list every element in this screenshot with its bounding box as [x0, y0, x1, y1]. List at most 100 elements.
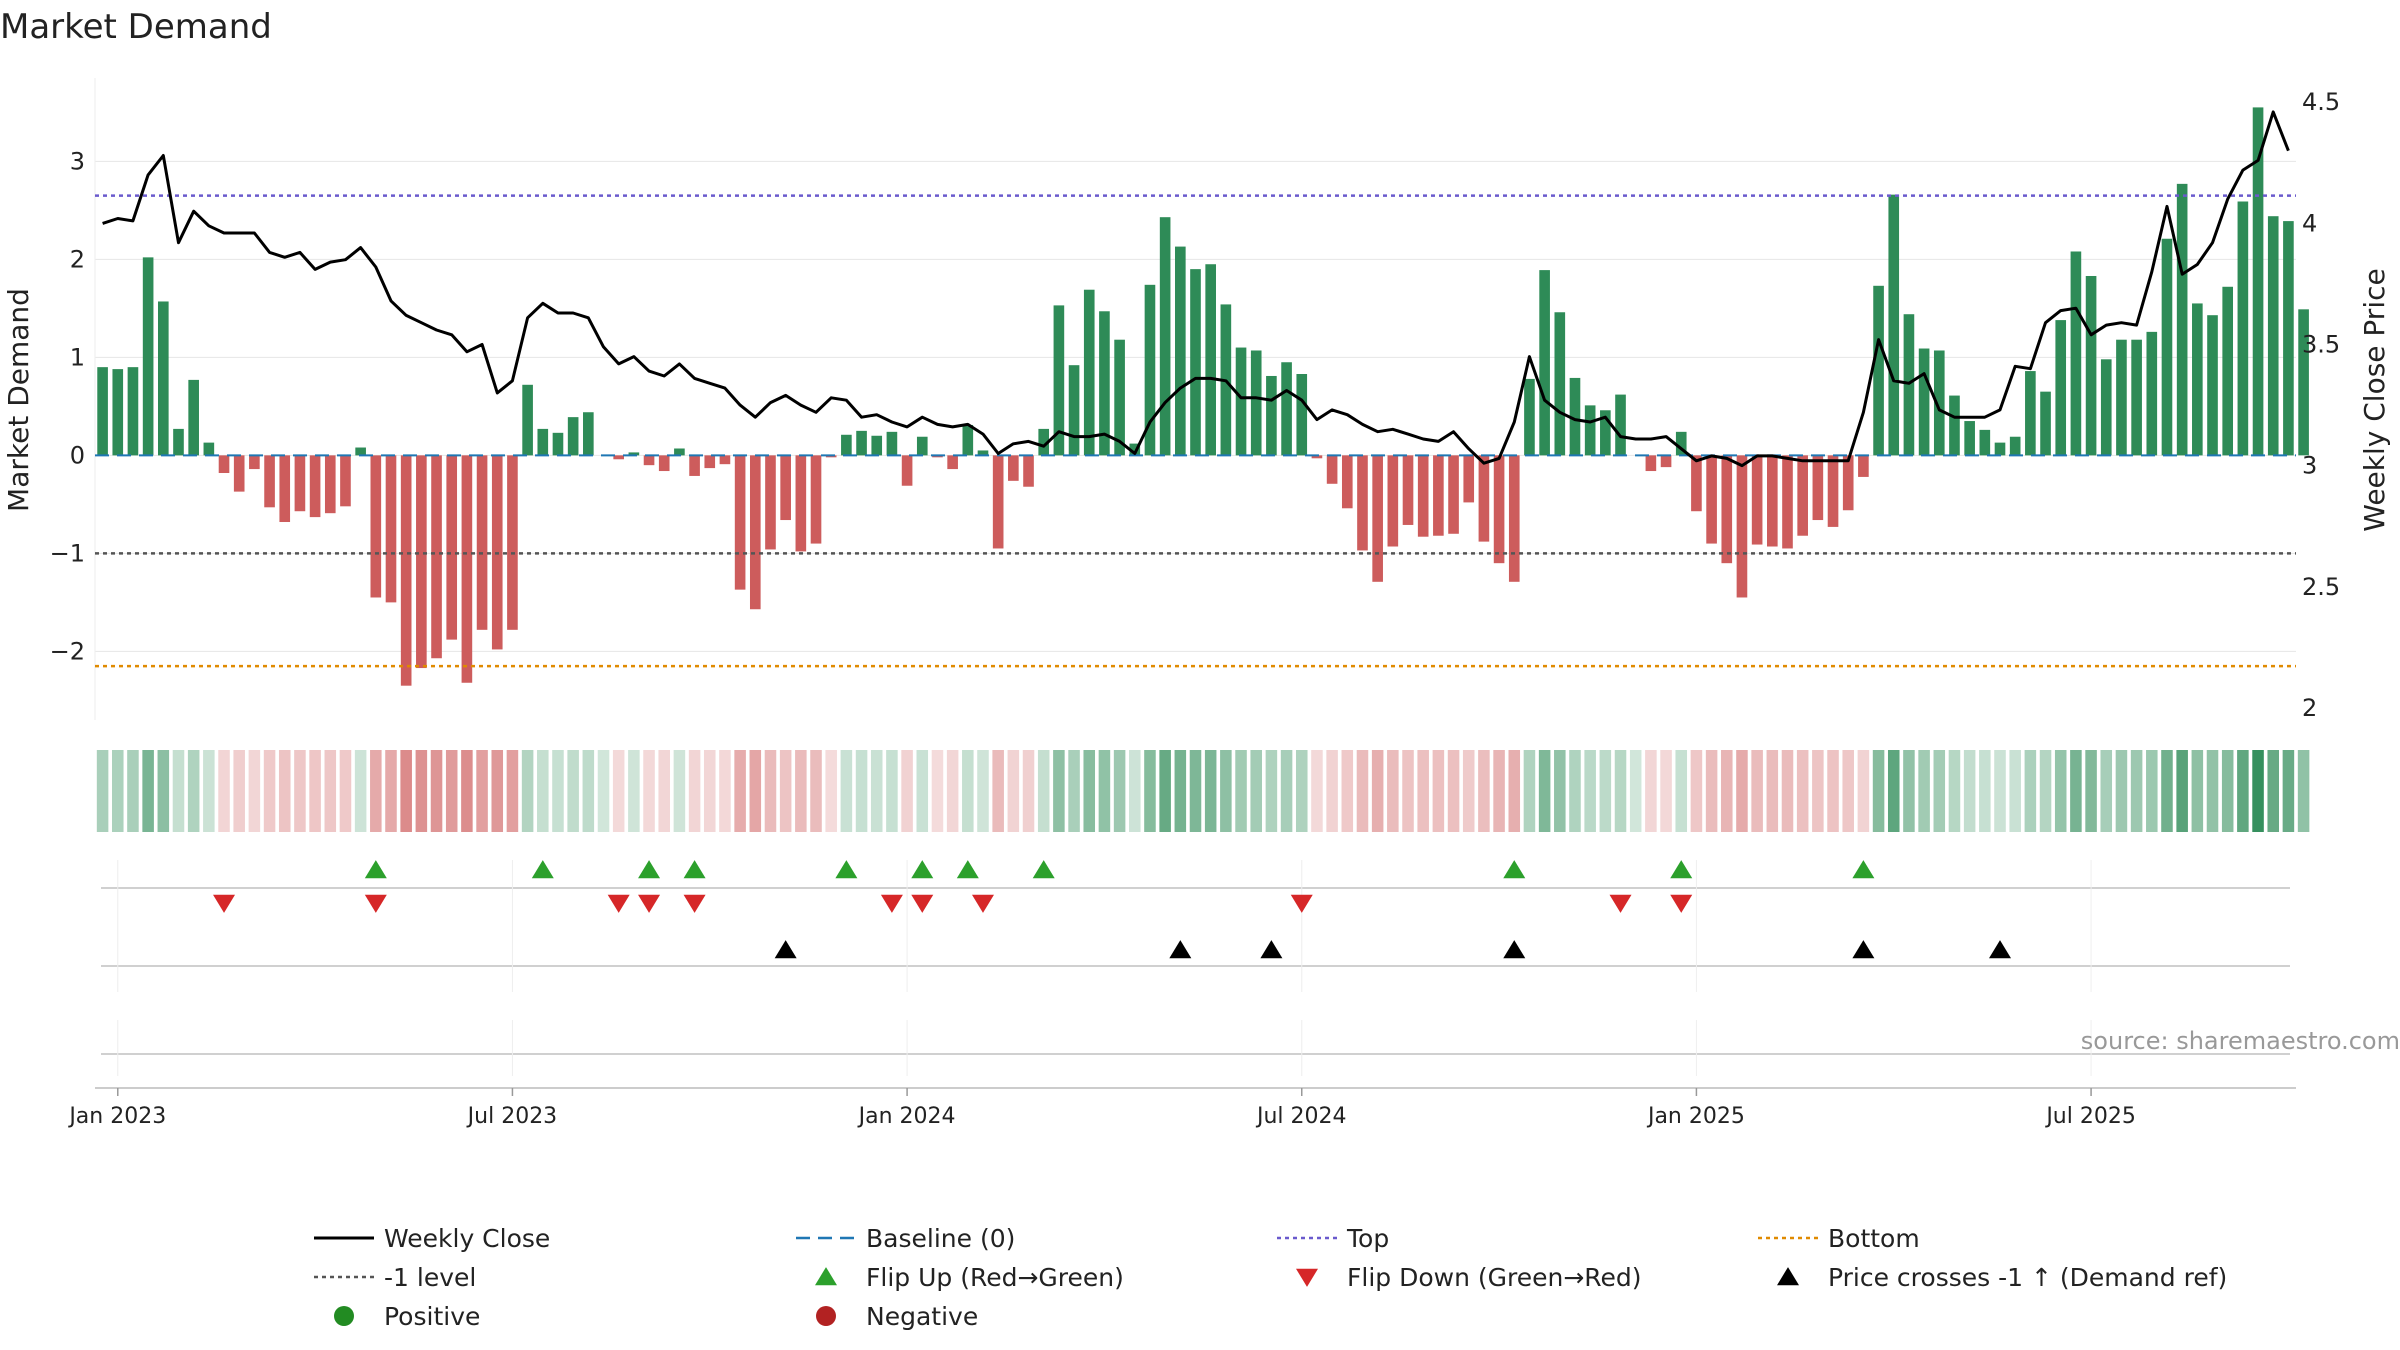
negative-bar — [294, 455, 306, 512]
heat-cell — [1311, 750, 1323, 832]
legend-label: Weekly Close — [384, 1224, 550, 1253]
negative-bar — [1433, 455, 1444, 536]
positive-bar — [2116, 339, 2127, 456]
positive-bar — [2237, 201, 2249, 456]
heat-cell — [1796, 750, 1809, 832]
flip-up-marker — [683, 860, 706, 879]
positive-bar — [1524, 378, 1535, 456]
negative-bar — [1417, 455, 1429, 537]
heat-cell — [1144, 750, 1156, 832]
heat-cell — [643, 750, 655, 832]
legend-label: Flip Down (Green→Red) — [1347, 1263, 1642, 1292]
negative-bar — [689, 455, 700, 476]
heat-cell — [1326, 750, 1338, 832]
left-tick-label: 3 — [70, 147, 85, 175]
positive-bar — [1979, 429, 1991, 456]
positive-bar — [2055, 320, 2067, 456]
heat-cell — [2297, 750, 2310, 832]
heat-cell — [2085, 750, 2097, 832]
positive-bar — [871, 435, 883, 456]
left-tick-label: −2 — [50, 637, 85, 665]
negative-bar — [1508, 455, 1520, 582]
negative-bar — [279, 455, 291, 523]
positive-bar — [355, 447, 366, 456]
heat-cell — [1721, 750, 1733, 832]
heat-cell — [795, 750, 807, 832]
heat-cell — [1478, 750, 1490, 832]
heat-cell — [749, 750, 762, 832]
flip-markers-panel — [101, 860, 2290, 1076]
heat-cell — [1599, 750, 1612, 832]
positive-bar — [916, 436, 928, 456]
heat-cell — [1280, 750, 1293, 832]
flip-down-marker — [1290, 894, 1313, 913]
heat-cell — [2100, 750, 2113, 832]
heat-cell — [506, 750, 519, 832]
positive-bar — [2025, 371, 2036, 456]
heat-cell — [203, 750, 215, 832]
heat-cell — [977, 750, 989, 832]
negative-bar — [734, 455, 746, 590]
heat-cell — [2024, 750, 2037, 832]
heat-cell — [1265, 750, 1278, 832]
heat-cell — [779, 750, 792, 832]
heat-cell — [218, 750, 230, 832]
heat-cell — [1933, 750, 1946, 832]
heat-cell — [385, 750, 397, 832]
positive-bar — [112, 369, 124, 456]
negative-bar — [947, 455, 958, 470]
heat-cell — [734, 750, 746, 832]
heat-cell — [870, 750, 883, 832]
negative-bar — [1782, 455, 1793, 549]
negative-bar — [324, 455, 336, 514]
legend-label: Flip Up (Red→Green) — [866, 1263, 1124, 1292]
heat-cell — [2282, 750, 2295, 832]
heat-cell — [172, 750, 185, 832]
negative-bar — [795, 455, 807, 552]
left-axis-label: Market Demand — [2, 288, 35, 512]
heat-cell — [1812, 750, 1824, 832]
positive-bar — [1600, 410, 1611, 456]
legend-label: Negative — [866, 1302, 978, 1331]
negative-bar — [1357, 455, 1368, 551]
heat-cell — [552, 750, 564, 832]
heat-cell — [1417, 750, 1429, 832]
positive-bar — [886, 431, 898, 456]
legend-swatch-triangle-up — [1777, 1267, 1799, 1286]
x-tick-label: Jan 2023 — [67, 1104, 166, 1129]
heat-cell — [309, 750, 321, 832]
heat-cell — [339, 750, 352, 832]
heat-cell — [142, 750, 154, 832]
flip-up-marker — [911, 860, 934, 879]
flip-down-marker — [683, 894, 706, 913]
flip-up-marker — [364, 860, 387, 879]
negative-bar — [1493, 455, 1505, 564]
heat-cell — [112, 750, 124, 832]
x-tick-label: Jan 2025 — [1646, 1104, 1745, 1129]
positive-bar — [1053, 305, 1065, 456]
heat-cell — [1174, 750, 1187, 832]
right-tick-label: 3.5 — [2302, 330, 2340, 358]
x-tick-label: Jan 2024 — [857, 1104, 956, 1129]
negative-bar — [1341, 455, 1353, 509]
heat-cell — [233, 750, 245, 832]
positive-bar — [2085, 275, 2097, 456]
positive-bar — [1569, 377, 1581, 456]
negative-bar — [643, 455, 655, 466]
positive-bar — [1539, 270, 1550, 456]
legend-swatch-triangle-down — [1296, 1268, 1318, 1287]
heat-cell — [597, 750, 610, 832]
positive-bar — [1281, 362, 1292, 456]
right-axis-ticks: 2 2.5 3 3.5 4 4.5 — [2302, 88, 2340, 722]
price-cross-marker — [774, 940, 797, 959]
negative-bar — [1402, 455, 1414, 525]
positive-bar — [1190, 269, 1201, 456]
heat-cell — [354, 750, 367, 832]
positive-bar — [2252, 107, 2264, 456]
heat-cell — [1447, 750, 1460, 832]
positive-bar — [1114, 339, 1125, 456]
heat-cell — [567, 750, 579, 832]
positive-bar — [1933, 350, 1945, 456]
left-tick-label: −1 — [50, 539, 85, 567]
x-tick-label: Jul 2025 — [2044, 1104, 2136, 1129]
